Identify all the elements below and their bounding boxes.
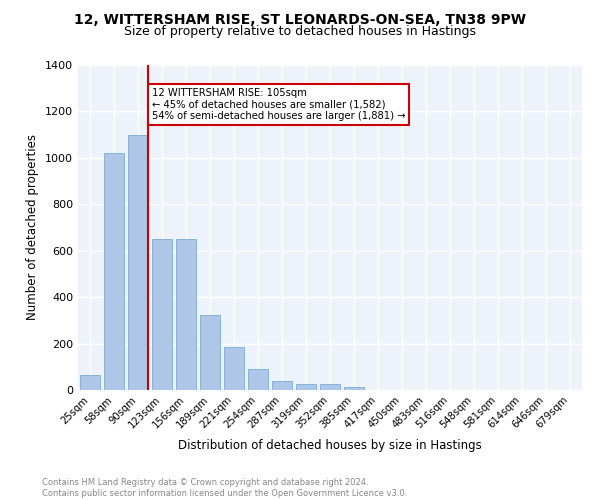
Bar: [176, 239, 196, 390]
Bar: [320, 384, 340, 390]
Text: Size of property relative to detached houses in Hastings: Size of property relative to detached ho…: [124, 25, 476, 38]
Bar: [296, 384, 316, 390]
Bar: [248, 369, 268, 390]
Bar: [200, 314, 220, 390]
Text: Contains HM Land Registry data © Crown copyright and database right 2024.
Contai: Contains HM Land Registry data © Crown c…: [42, 478, 407, 498]
Bar: [128, 134, 148, 390]
X-axis label: Distribution of detached houses by size in Hastings: Distribution of detached houses by size …: [178, 439, 482, 452]
Bar: [104, 153, 124, 390]
Bar: [272, 380, 292, 390]
Bar: [344, 386, 364, 390]
Text: 12, WITTERSHAM RISE, ST LEONARDS-ON-SEA, TN38 9PW: 12, WITTERSHAM RISE, ST LEONARDS-ON-SEA,…: [74, 12, 526, 26]
Y-axis label: Number of detached properties: Number of detached properties: [26, 134, 40, 320]
Bar: [80, 375, 100, 390]
Bar: [152, 239, 172, 390]
Text: 12 WITTERSHAM RISE: 105sqm
← 45% of detached houses are smaller (1,582)
54% of s: 12 WITTERSHAM RISE: 105sqm ← 45% of deta…: [152, 88, 406, 122]
Bar: [224, 347, 244, 390]
